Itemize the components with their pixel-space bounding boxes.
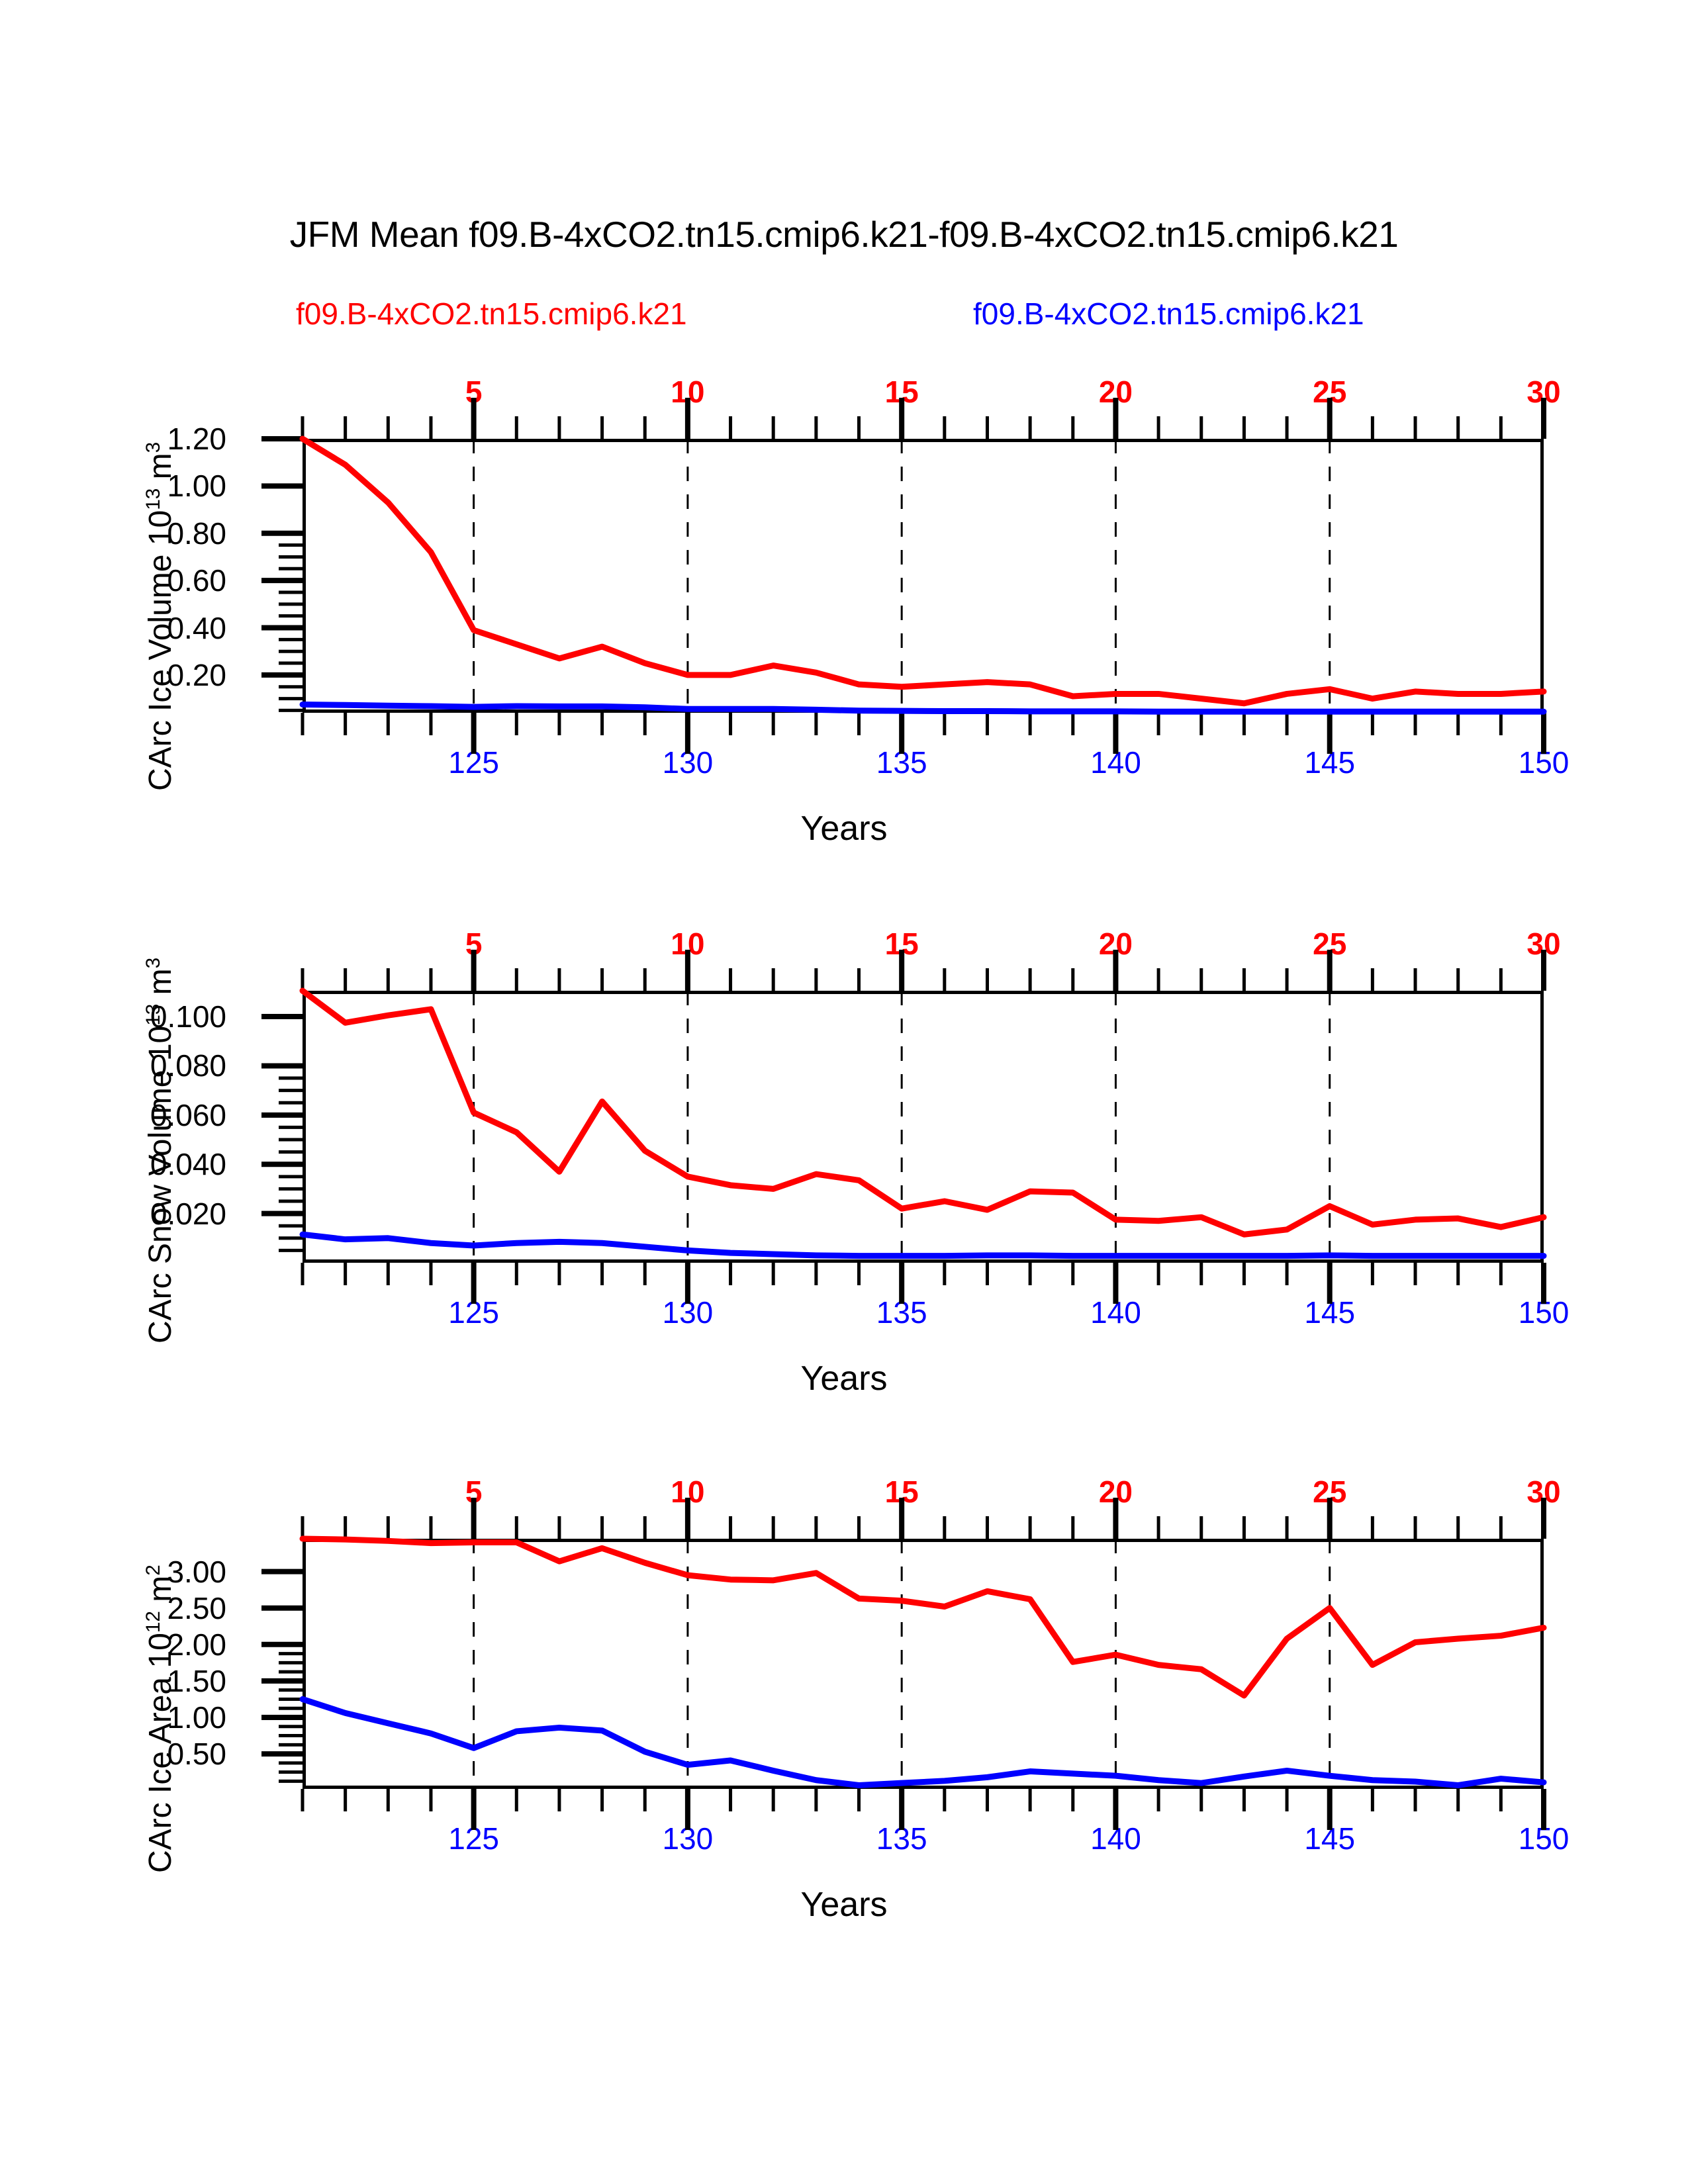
x-axis-title-2: Years (800, 1359, 888, 1398)
y-tick-label: 1.20 (167, 422, 226, 456)
y-tick-label: 1.00 (167, 469, 226, 504)
y-tick-label: 2.50 (167, 1590, 226, 1625)
figure-title: JFM Mean f09.B-4xCO2.tn15.cmip6.k21-f09.… (289, 214, 1399, 255)
x-axis-title-3: Years (800, 1886, 888, 1924)
x-tick-label-bottom: 140 (1090, 1821, 1141, 1856)
x-tick-label-bottom: 135 (876, 745, 927, 780)
x-tick-label-top: 15 (884, 927, 919, 961)
x-tick-label-top: 25 (1313, 1475, 1347, 1509)
y-tick-label: 0.40 (167, 610, 226, 645)
x-tick-label-bottom: 130 (662, 1821, 714, 1856)
x-tick-label-top: 30 (1526, 1475, 1561, 1509)
x-axis-title-1: Years (800, 809, 888, 848)
legend-label-red: f09.B-4xCO2.tn15.cmip6.k21 (296, 296, 687, 331)
x-tick-label-top: 15 (884, 375, 919, 409)
y-tick-label: 0.60 (167, 563, 226, 598)
series-line-blue (299, 702, 1547, 715)
x-tick-label-bottom: 145 (1304, 1295, 1356, 1330)
x-tick-label-top: 5 (465, 375, 483, 409)
x-tick-label-top: 25 (1313, 927, 1347, 961)
legend: f09.B-4xCO2.tn15.cmip6.k21 f09.B-4xCO2.t… (0, 296, 1688, 337)
x-tick-label-top: 30 (1526, 927, 1561, 961)
x-tick-label-top: 15 (884, 1475, 919, 1509)
x-tick-label-bottom: 150 (1518, 1295, 1570, 1330)
y-tick-label: 0.020 (150, 1196, 226, 1231)
y-tick-label: 0.080 (150, 1048, 226, 1083)
x-tick-label-top: 5 (465, 1475, 483, 1509)
x-tick-label-bottom: 140 (1090, 745, 1141, 780)
x-tick-label-bottom: 125 (448, 1821, 499, 1856)
x-tick-label-bottom: 125 (448, 745, 499, 780)
x-tick-label-bottom: 150 (1518, 745, 1570, 780)
y-axis-title-2: CArc Snow Volume 1013 m3 (142, 957, 178, 1343)
y-tick-label: 0.20 (167, 657, 226, 692)
y-axis-title-3: CArc Ice Area 1012 m2 (142, 1565, 178, 1873)
series-line-red (299, 1535, 1547, 1699)
x-tick-label-bottom: 145 (1304, 745, 1356, 780)
y-axis-title-1: CArc Ice Volume 1013 m3 (142, 441, 178, 791)
x-tick-label-top: 10 (671, 375, 705, 409)
x-tick-label-bottom: 130 (662, 1295, 714, 1330)
y-tick-label: 0.80 (167, 516, 226, 551)
y-tick-label: 0.040 (150, 1147, 226, 1182)
series-line-blue (299, 1231, 1547, 1259)
x-tick-label-bottom: 130 (662, 745, 714, 780)
plot-frame-2 (303, 991, 1544, 1263)
x-tick-label-top: 5 (465, 927, 483, 961)
x-tick-label-top: 25 (1313, 375, 1347, 409)
x-tick-label-top: 20 (1098, 375, 1133, 409)
x-tick-label-bottom: 135 (876, 1295, 927, 1330)
y-tick-label: 0.100 (150, 999, 226, 1034)
x-tick-label-bottom: 150 (1518, 1821, 1570, 1856)
plot-frame-3 (303, 1539, 1544, 1789)
legend-label-blue: f09.B-4xCO2.tn15.cmip6.k21 (973, 296, 1364, 331)
x-tick-label-top: 10 (671, 1475, 705, 1509)
x-tick-label-bottom: 135 (876, 1821, 927, 1856)
y-tick-label: 1.50 (167, 1663, 226, 1698)
x-tick-label-bottom: 140 (1090, 1295, 1141, 1330)
x-tick-label-bottom: 125 (448, 1295, 499, 1330)
y-tick-label: 1.00 (167, 1700, 226, 1735)
x-tick-label-bottom: 145 (1304, 1821, 1356, 1856)
series-line-red (299, 987, 1547, 1238)
y-tick-label: 0.50 (167, 1737, 226, 1772)
x-tick-label-top: 20 (1098, 927, 1133, 961)
y-tick-label: 2.00 (167, 1627, 226, 1662)
x-tick-label-top: 10 (671, 927, 705, 961)
y-tick-label: 0.060 (150, 1097, 226, 1132)
series-line-blue (299, 1696, 1547, 1788)
x-tick-label-top: 30 (1526, 375, 1561, 409)
series-line-red (299, 435, 1547, 707)
y-tick-label: 3.00 (167, 1554, 226, 1589)
plot-frame-1 (303, 439, 1544, 713)
x-tick-label-top: 20 (1098, 1475, 1133, 1509)
